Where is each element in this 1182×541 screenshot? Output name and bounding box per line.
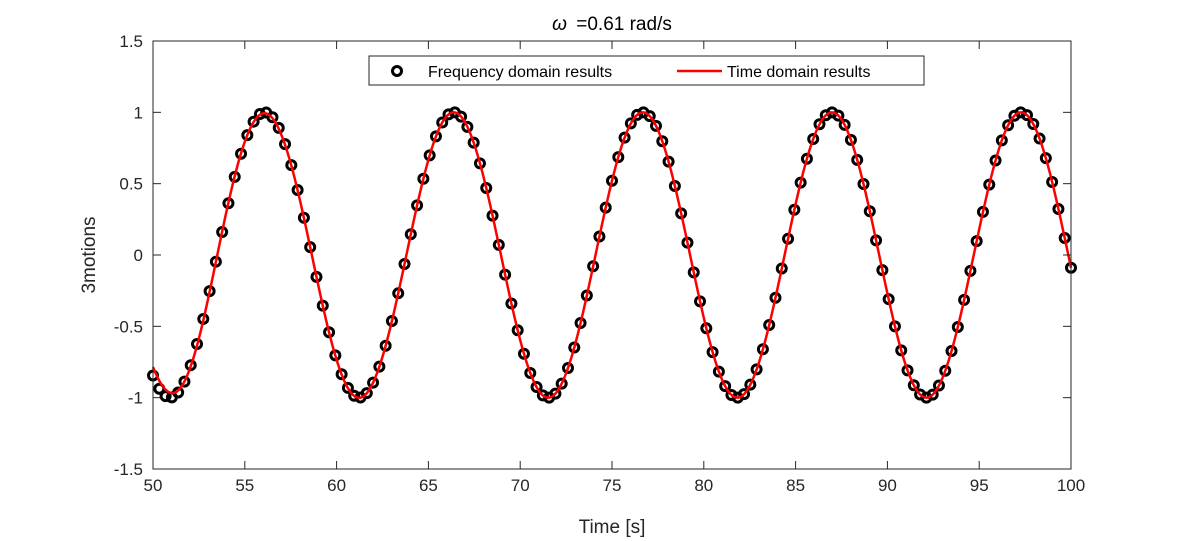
frequency-domain-point xyxy=(436,116,449,129)
frequency-domain-point xyxy=(429,130,442,143)
y-tick-label: -1.5 xyxy=(114,460,143,479)
plot-area xyxy=(153,41,1071,469)
frequency-domain-point xyxy=(159,390,172,403)
frequency-domain-point xyxy=(932,379,945,392)
y-axis-label: 3motions xyxy=(79,216,100,293)
y-tick-label: -1 xyxy=(128,389,143,408)
title-omega-symbol: ω xyxy=(552,14,567,35)
legend-box xyxy=(368,55,925,86)
tick-layer: 50 55 60 65 70 75 80 85 90 95 100 -1.5 -1 -0.5 0 0.5 1 1.… xyxy=(114,32,1085,495)
legend: Frequency domain results Time domain res… xyxy=(368,55,925,86)
x-tick-label: 95 xyxy=(970,476,989,495)
y-tick-label: 1.5 xyxy=(119,32,143,51)
frequency-domain-point xyxy=(266,111,279,124)
y-tick-label: 1 xyxy=(134,103,143,122)
frequency-domain-point xyxy=(832,109,845,122)
frequency-domain-point xyxy=(844,133,857,146)
frequency-domain-point xyxy=(813,118,826,131)
frequency-domain-point xyxy=(373,360,386,373)
x-tick-label: 100 xyxy=(1057,476,1085,495)
frequency-domain-point xyxy=(719,380,732,393)
frequency-domain-point xyxy=(750,363,763,376)
legend-label-time: Time domain results xyxy=(727,64,870,81)
frequency-domain-point xyxy=(712,365,725,378)
frequency-domain-point xyxy=(631,108,644,121)
frequency-domain-point xyxy=(807,133,820,145)
y-tick-label: -0.5 xyxy=(114,317,143,336)
frequency-domain-point xyxy=(1033,132,1046,145)
frequency-domain-point xyxy=(341,381,354,394)
x-axis-label: Time [s] xyxy=(579,517,646,538)
x-tick-label: 55 xyxy=(235,476,254,495)
frequency-domain-point xyxy=(536,389,549,402)
frequency-domain-point xyxy=(555,377,568,390)
y-tick-label: 0.5 xyxy=(119,175,143,194)
frequency-domain-point xyxy=(738,388,751,401)
frequency-domain-point xyxy=(650,119,663,132)
chart-title: ω =0.61 rad/s xyxy=(552,14,672,35)
frequency-domain-point xyxy=(939,364,952,377)
frequency-domain-point xyxy=(335,368,348,381)
frequency-domain-point xyxy=(178,375,191,388)
x-tick-label: 65 xyxy=(419,476,438,495)
frequency-domain-point xyxy=(549,387,562,400)
title-text: =0.61 rad/s xyxy=(576,14,672,35)
frequency-domain-point xyxy=(442,108,455,121)
frequency-domain-point xyxy=(241,129,254,142)
frequency-domain-point xyxy=(524,366,537,379)
x-tick-label: 80 xyxy=(694,476,713,495)
frequency-domain-point xyxy=(1027,117,1040,130)
legend-marker-frequency xyxy=(391,65,403,77)
x-tick-label: 85 xyxy=(786,476,805,495)
x-tick-label: 90 xyxy=(878,476,897,495)
frequency-domain-point xyxy=(461,120,474,133)
frequency-domain-point xyxy=(360,387,373,400)
frequency-domain-point xyxy=(247,115,260,128)
frequency-domain-point xyxy=(467,136,480,149)
y-tick-label: 0 xyxy=(134,246,143,265)
frequency-domain-point xyxy=(618,131,631,144)
frequency-domain-point xyxy=(348,389,361,402)
frequency-domain-point xyxy=(744,378,757,391)
x-tick-label: 75 xyxy=(603,476,622,495)
x-tick-label: 70 xyxy=(511,476,530,495)
frequency-domain-point xyxy=(901,364,914,377)
x-tick-label: 60 xyxy=(327,476,346,495)
legend-label-frequency: Frequency domain results xyxy=(428,64,612,81)
frequency-domain-point xyxy=(624,117,637,130)
frequency-domain-point xyxy=(926,388,939,401)
x-tick-label: 50 xyxy=(144,476,163,495)
frequency-domain-point xyxy=(455,110,468,123)
frequency-domain-point xyxy=(530,381,543,394)
frequency-domain-point xyxy=(561,362,574,375)
frequency-domain-point xyxy=(1020,109,1033,122)
frequency-domain-point xyxy=(1002,119,1015,132)
frequency-domain-point xyxy=(367,376,380,389)
frequency-domain-point xyxy=(838,118,851,131)
frequency-domain-point xyxy=(907,379,920,392)
frequency-domain-point xyxy=(272,121,285,134)
series-layer xyxy=(147,106,1077,404)
frequency-domain-point xyxy=(656,135,669,148)
frequency-domain-point xyxy=(643,110,656,123)
time-domain-line xyxy=(151,111,1073,400)
frequency-domain-point xyxy=(995,134,1008,147)
